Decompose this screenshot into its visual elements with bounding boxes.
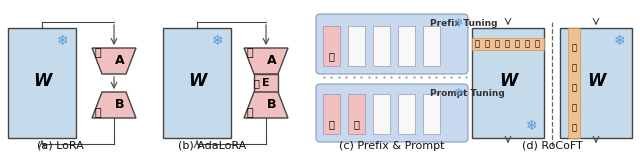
Polygon shape <box>244 48 288 74</box>
Text: 🔥: 🔥 <box>504 39 509 49</box>
Bar <box>254 74 278 92</box>
Polygon shape <box>244 92 288 118</box>
Text: Prompt Tuning: Prompt Tuning <box>430 88 505 98</box>
Bar <box>348 94 365 134</box>
Text: (d) RoCoFT: (d) RoCoFT <box>522 141 582 151</box>
Text: 🔥: 🔥 <box>353 119 360 129</box>
Text: 🔥: 🔥 <box>474 39 479 49</box>
Text: E: E <box>262 78 270 88</box>
Bar <box>472 38 544 50</box>
Bar <box>373 26 390 66</box>
Text: 🔥: 🔥 <box>572 103 577 112</box>
Bar <box>560 28 632 138</box>
Polygon shape <box>92 92 136 118</box>
Text: (a) LoRA: (a) LoRA <box>36 140 83 150</box>
Text: 🔥: 🔥 <box>572 44 577 53</box>
Bar <box>323 26 340 66</box>
FancyBboxPatch shape <box>316 84 468 142</box>
Text: A: A <box>267 54 277 68</box>
Text: W: W <box>499 72 517 90</box>
Bar <box>398 26 415 66</box>
Text: 🔥: 🔥 <box>328 51 335 61</box>
Bar <box>423 26 440 66</box>
Text: ❄: ❄ <box>453 88 463 98</box>
Text: ❄: ❄ <box>212 34 224 48</box>
Text: B: B <box>268 98 276 112</box>
Text: ❄: ❄ <box>453 18 463 28</box>
Text: 🔥: 🔥 <box>495 39 499 49</box>
Text: 🔥: 🔥 <box>95 108 101 118</box>
Text: 🔥: 🔥 <box>572 83 577 93</box>
Text: 🔥: 🔥 <box>328 119 335 129</box>
Text: 🔥: 🔥 <box>572 63 577 73</box>
Text: ❄: ❄ <box>57 34 69 48</box>
Text: 🔥: 🔥 <box>95 48 101 58</box>
Text: 🔥: 🔥 <box>534 39 540 49</box>
Bar <box>373 94 390 134</box>
Text: 🔥: 🔥 <box>246 48 253 58</box>
Text: W: W <box>33 72 51 90</box>
Bar <box>398 94 415 134</box>
Bar <box>423 94 440 134</box>
Text: W: W <box>587 72 605 90</box>
Text: B: B <box>115 98 125 112</box>
Text: ❄: ❄ <box>614 34 626 48</box>
Text: 🔥: 🔥 <box>253 78 259 88</box>
Text: Prefix Tuning: Prefix Tuning <box>430 19 497 27</box>
Bar <box>472 28 544 138</box>
Polygon shape <box>92 48 136 74</box>
Text: 🔥: 🔥 <box>484 39 490 49</box>
Bar <box>8 28 76 138</box>
Text: (b) AdaLoRA: (b) AdaLoRA <box>178 140 246 150</box>
Text: W: W <box>188 72 206 90</box>
Text: 🔥: 🔥 <box>525 39 529 49</box>
Text: A: A <box>115 54 125 68</box>
Text: 🔥: 🔥 <box>515 39 520 49</box>
Bar <box>163 28 231 138</box>
Bar <box>568 28 580 138</box>
Text: 🔥: 🔥 <box>572 124 577 132</box>
Bar <box>323 94 340 134</box>
FancyBboxPatch shape <box>316 14 468 74</box>
Bar <box>348 26 365 66</box>
Text: (c) Prefix & Prompt: (c) Prefix & Prompt <box>339 141 445 151</box>
Text: ❄: ❄ <box>526 119 538 133</box>
Text: 🔥: 🔥 <box>246 108 253 118</box>
